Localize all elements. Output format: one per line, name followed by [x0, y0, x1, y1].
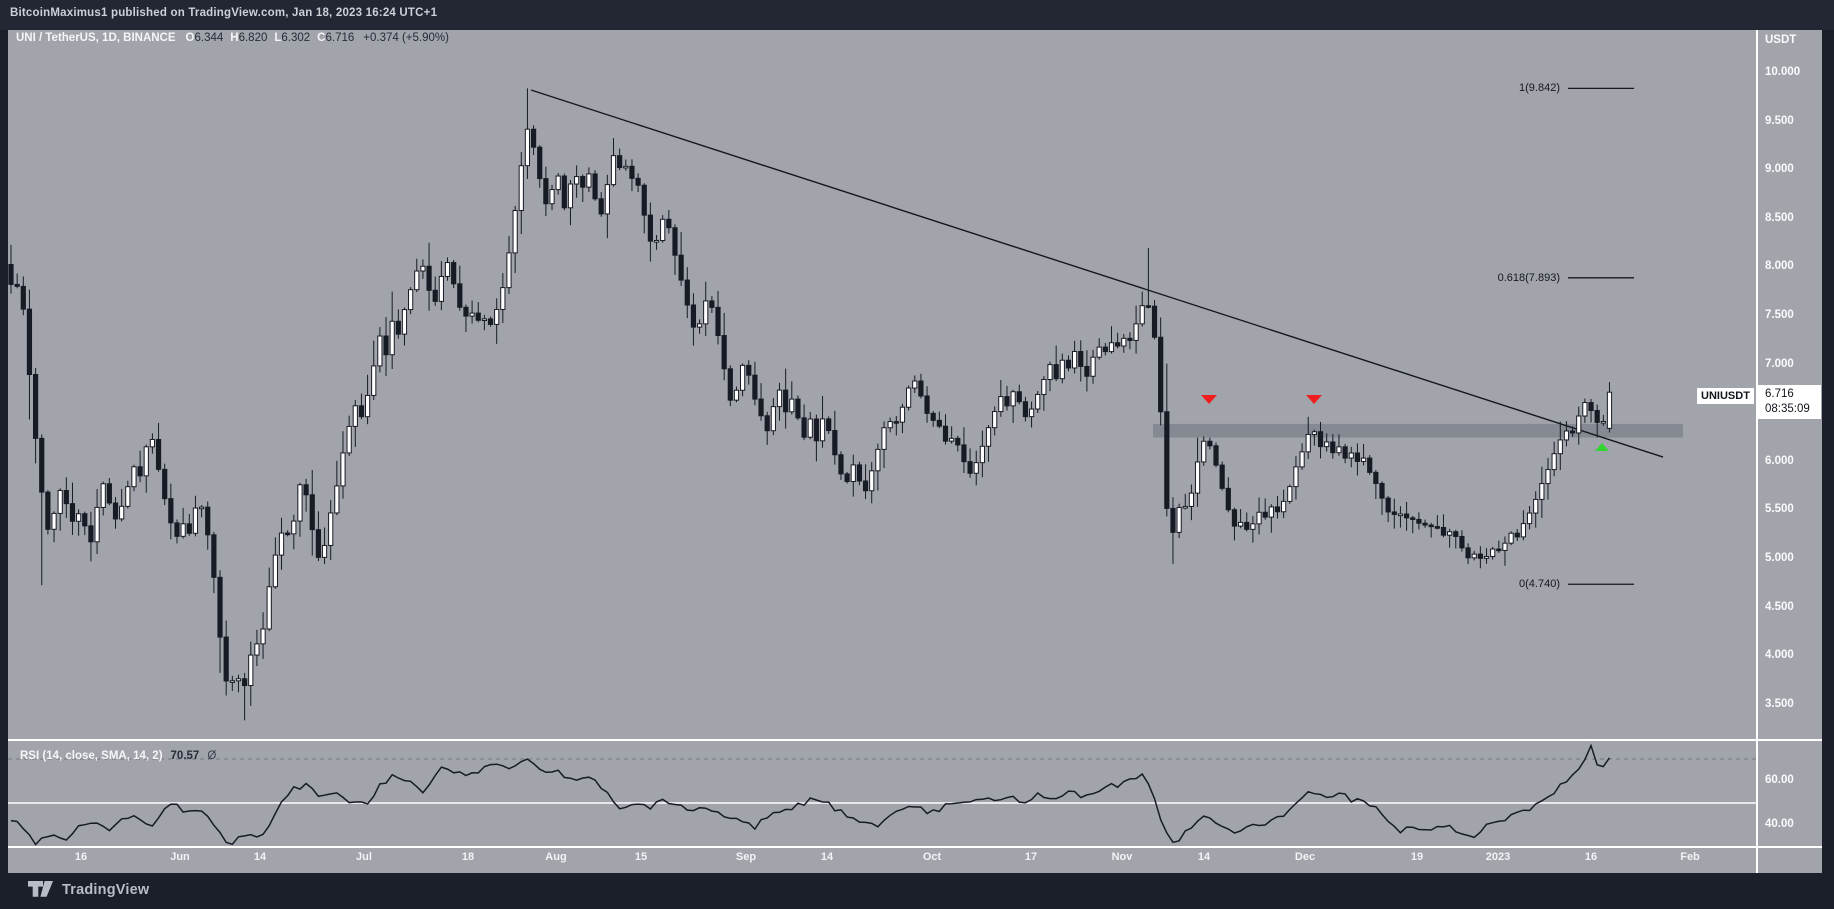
ohlc-values: O6.344 H6.820 L6.302 C6.716	[186, 32, 362, 44]
resistance-band	[1153, 423, 1683, 438]
last-price-value: 6.716	[1765, 388, 1794, 400]
tradingview-logo-icon	[28, 881, 53, 897]
rsi-value: 70.57	[170, 750, 200, 762]
rsi-axis-tick: 40.00	[1765, 818, 1794, 830]
ohlc-value: 6.716	[325, 32, 355, 44]
time-axis-tick: Dec	[1294, 851, 1316, 863]
time-axis-tick: Aug	[545, 851, 567, 863]
price-axis-tick: 7.000	[1765, 357, 1794, 370]
time-axis-tick: 16	[74, 851, 88, 863]
signal-markers	[1201, 395, 1609, 451]
fib-level-label: 0.618(7.893)	[1497, 271, 1560, 284]
time-axis-tick: Jun	[170, 851, 190, 863]
ohlc-value: 6.302	[281, 32, 311, 44]
symbol-name: UNI / TetherUS, 1D, BINANCE	[16, 32, 176, 44]
ohlc-letter: H	[230, 32, 239, 44]
axis-separator-line	[1756, 30, 1758, 873]
publication-text: BitcoinMaximus1 published on TradingView…	[10, 7, 438, 19]
price-axis-tick: 4.500	[1765, 600, 1794, 613]
price-axis-tick: 3.500	[1765, 697, 1794, 710]
price-axis-tick: 5.000	[1765, 552, 1794, 564]
time-axis-tick: 16	[1584, 851, 1598, 863]
time-axis-border-line	[8, 846, 1822, 848]
price-axis-tick: 8.000	[1765, 260, 1794, 273]
price-axis-tick: 9.000	[1765, 163, 1794, 176]
ohlc-value: 6.344	[194, 32, 224, 44]
buy-marker-icon	[1595, 443, 1609, 451]
tradingview-logo[interactable]: TradingView	[28, 881, 149, 898]
chart-plot-area[interactable]	[8, 30, 1756, 873]
time-axis-tick: 14	[1197, 851, 1211, 863]
price-axis-tick: 6.000	[1765, 454, 1794, 467]
rsi-axis-tick: 60.00	[1765, 774, 1794, 786]
time-axis-tick: 17	[1024, 851, 1038, 863]
footer-bar	[0, 873, 1834, 909]
time-axis-tick: Jul	[356, 851, 372, 863]
time-axis-tick: Sep	[735, 851, 757, 863]
candlestick-series	[8, 88, 1613, 721]
price-axis-tick: 9.500	[1765, 114, 1794, 127]
time-axis-tick: 2023	[1485, 851, 1511, 863]
price-axis-tick: 7.500	[1765, 309, 1794, 321]
time-axis-tick: 14	[820, 851, 834, 863]
price-axis[interactable]	[1757, 30, 1822, 873]
descending-trendline[interactable]	[530, 89, 1664, 458]
pane-separator-line	[8, 739, 1822, 741]
fib-level-label: 1(9.842)	[1519, 82, 1560, 95]
rsi-zero-icon: Ø	[207, 750, 217, 762]
ticker-price-tag: UNIUSDT	[1697, 388, 1754, 404]
ohlc-letter: L	[274, 32, 282, 44]
time-axis-tick: 18	[461, 851, 475, 863]
tradingview-logo-text: TradingView	[62, 881, 150, 898]
change-value: +0.374 (+5.90%)	[363, 32, 449, 44]
time-axis-tick: Feb	[1680, 851, 1700, 863]
time-axis-tick: 19	[1410, 851, 1424, 863]
rsi-line	[10, 743, 1611, 846]
price-axis-tick: 5.500	[1765, 503, 1794, 516]
top-bar	[0, 0, 1834, 30]
fib-retracement-lines	[1568, 87, 1634, 585]
ohlc-letter: O	[185, 32, 195, 44]
price-axis-tick: 4.000	[1765, 649, 1794, 662]
last-price-chip: 6.716 08:35:09	[1757, 385, 1821, 419]
ohlc-letter: C	[317, 32, 326, 44]
sell-marker-icon	[1201, 395, 1217, 404]
bar-countdown: 08:35:09	[1765, 403, 1810, 415]
currency-label: USDT	[1765, 34, 1797, 46]
symbol-legend[interactable]: UNI / TetherUS, 1D, BINANCE O6.344 H6.820 L…	[16, 32, 449, 44]
time-axis-tick: 14	[253, 851, 267, 863]
ohlc-value: 6.820	[238, 32, 268, 44]
rsi-indicator-legend[interactable]: RSI (14, close, SMA, 14, 2) 70.57 Ø	[20, 750, 216, 762]
fib-level-label: 0(4.740)	[1519, 578, 1560, 591]
time-axis-tick: Oct	[922, 851, 942, 863]
time-axis-tick: Nov	[1111, 851, 1133, 863]
price-axis-tick: 10.000	[1765, 66, 1801, 78]
time-axis-tick: 15	[634, 851, 648, 863]
price-axis-tick: 8.500	[1765, 211, 1794, 224]
rsi-name: RSI (14, close, SMA, 14, 2)	[20, 750, 163, 762]
sell-marker-icon	[1306, 395, 1322, 404]
